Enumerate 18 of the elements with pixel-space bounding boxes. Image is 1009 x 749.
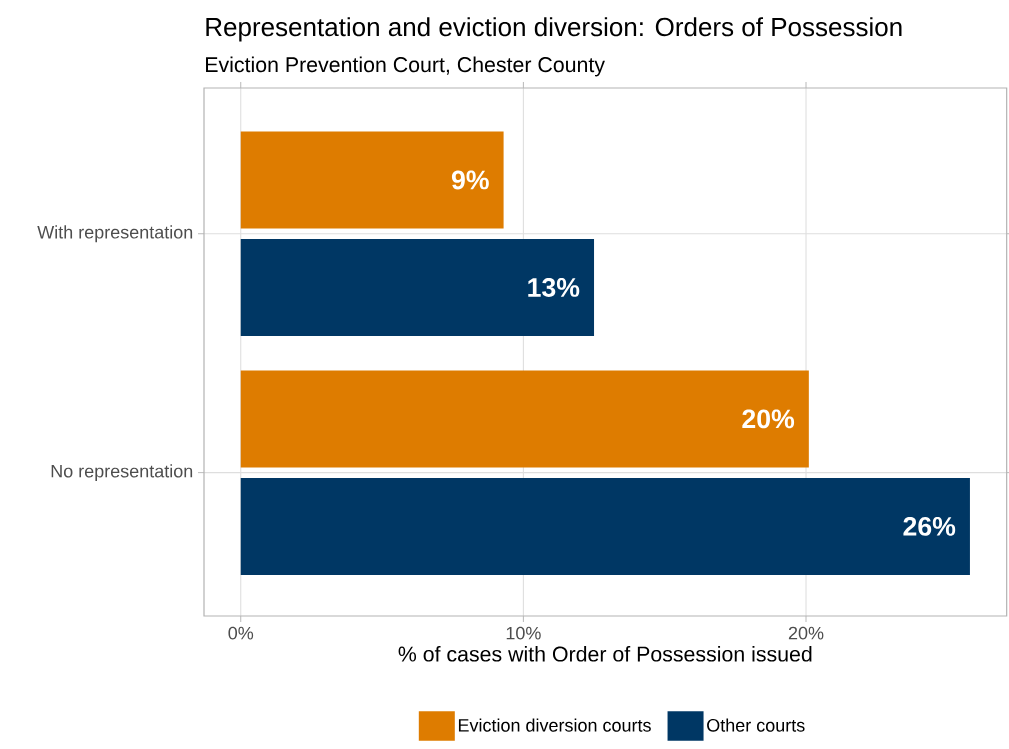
data-label: 20%: [742, 409, 795, 429]
chart-title: Representation and eviction diversion: Orders of Possession: [206, 17, 902, 42]
x-tick-label: 20%: [788, 626, 824, 640]
legend-label: Other courts: [707, 718, 805, 732]
bar: [240, 370, 809, 468]
data-label: 26%: [903, 516, 956, 536]
x-tick-label: 0%: [228, 626, 254, 640]
data-label: 13%: [528, 278, 580, 297]
bar: [240, 238, 595, 336]
chart-subtitle: Eviction Prevention Court, Chester County: [206, 56, 605, 77]
bar: [240, 131, 504, 229]
y-tick-label: With representation: [37, 225, 193, 243]
bar: [240, 477, 970, 575]
x-axis-title: % of cases with Order of Possession issued: [398, 645, 812, 662]
x-tick-label: 10%: [506, 626, 541, 640]
legend-label: Eviction diversion courts: [458, 718, 651, 732]
y-tick-label: No representation: [51, 464, 193, 482]
data-label: 9%: [451, 170, 489, 190]
